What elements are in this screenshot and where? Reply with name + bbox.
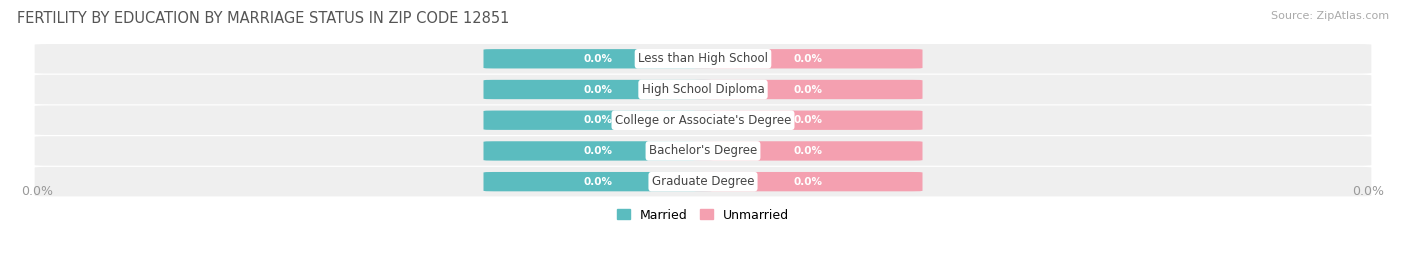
Text: 0.0%: 0.0% [1353,185,1385,198]
FancyBboxPatch shape [693,80,922,99]
FancyBboxPatch shape [693,172,922,191]
Text: Less than High School: Less than High School [638,52,768,65]
Text: 0.0%: 0.0% [793,146,823,156]
Text: 0.0%: 0.0% [583,115,613,125]
FancyBboxPatch shape [693,111,922,130]
Text: 0.0%: 0.0% [793,177,823,187]
FancyBboxPatch shape [35,44,1371,73]
FancyBboxPatch shape [35,105,1371,135]
Text: Source: ZipAtlas.com: Source: ZipAtlas.com [1271,11,1389,21]
Text: FERTILITY BY EDUCATION BY MARRIAGE STATUS IN ZIP CODE 12851: FERTILITY BY EDUCATION BY MARRIAGE STATU… [17,11,509,26]
FancyBboxPatch shape [693,141,922,161]
Text: High School Diploma: High School Diploma [641,83,765,96]
Text: 0.0%: 0.0% [793,84,823,94]
Text: 0.0%: 0.0% [583,84,613,94]
FancyBboxPatch shape [35,75,1371,104]
Text: College or Associate's Degree: College or Associate's Degree [614,114,792,127]
Legend: Married, Unmarried: Married, Unmarried [612,204,794,227]
FancyBboxPatch shape [484,111,713,130]
FancyBboxPatch shape [693,49,922,69]
FancyBboxPatch shape [35,167,1371,196]
FancyBboxPatch shape [484,49,713,69]
Text: 0.0%: 0.0% [583,54,613,64]
Text: 0.0%: 0.0% [583,146,613,156]
FancyBboxPatch shape [35,136,1371,166]
Text: Graduate Degree: Graduate Degree [652,175,754,188]
FancyBboxPatch shape [484,172,713,191]
Text: Bachelor's Degree: Bachelor's Degree [650,144,756,157]
Text: 0.0%: 0.0% [793,115,823,125]
Text: 0.0%: 0.0% [583,177,613,187]
Text: 0.0%: 0.0% [793,54,823,64]
FancyBboxPatch shape [484,80,713,99]
FancyBboxPatch shape [484,141,713,161]
Text: 0.0%: 0.0% [21,185,53,198]
